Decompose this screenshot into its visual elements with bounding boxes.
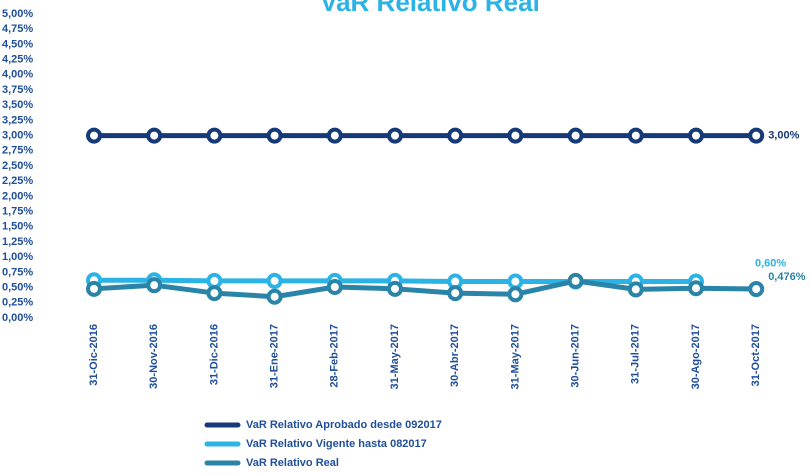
point-marker: [326, 278, 343, 295]
y-tick-label: 4,50%: [2, 38, 33, 50]
point-marker: [206, 127, 223, 144]
x-tick-label: 30-Ago-2017: [690, 324, 702, 389]
y-tick-label: 0,25%: [2, 297, 33, 309]
point-marker: [567, 272, 584, 289]
y-tick-label: 2,25%: [2, 175, 33, 187]
y-tick-label: 2,75%: [2, 145, 33, 157]
point-marker: [567, 127, 584, 144]
y-tick-label: 2,50%: [2, 160, 33, 172]
x-tick-label: 28-Feb-2017: [329, 324, 341, 388]
y-tick-label: 0,75%: [2, 266, 33, 278]
y-tick-label: 4,75%: [2, 23, 33, 35]
point-marker: [627, 127, 644, 144]
point-marker: [447, 285, 464, 302]
point-marker: [86, 280, 102, 297]
point-marker: [507, 127, 524, 144]
point-marker: [266, 272, 283, 289]
x-tick-label: 31-Jul-2017: [630, 324, 642, 384]
x-tick-label: 30-Nov-2016: [148, 324, 160, 389]
x-tick-label: 31-May-2017: [509, 324, 521, 389]
y-tick-label: 0,00%: [2, 312, 33, 324]
x-tick-label: 31-Dic-2016: [208, 324, 220, 385]
y-tick-label: 3,50%: [2, 99, 33, 111]
series-line: [93, 278, 757, 300]
point-marker: [266, 288, 283, 305]
y-tick-label: 3,00%: [2, 130, 33, 142]
point-marker: [748, 281, 765, 298]
point-marker: [86, 127, 102, 144]
y-tick-label: 4,00%: [2, 69, 33, 81]
point-marker: [146, 127, 163, 144]
point-marker: [206, 285, 223, 302]
x-tick-label: 31-May-2017: [389, 324, 401, 389]
y-tick-label: 1,00%: [2, 251, 33, 263]
legend-label: VaR Relativo Real: [246, 457, 339, 469]
data-label: 0,60%: [755, 257, 786, 269]
point-marker: [688, 280, 704, 297]
x-tick-label: 31-Oct-2017: [750, 324, 762, 386]
point-marker: [326, 127, 343, 144]
legend-label: VaR Relativo Vigente hasta 082017: [246, 438, 427, 450]
legend-label: VaR Relativo Aprobado desde 092017: [246, 419, 442, 431]
point-marker: [387, 280, 403, 297]
data-label: 3,00%: [768, 130, 799, 142]
point-marker: [748, 127, 765, 144]
y-tick-label: 3,25%: [2, 114, 33, 126]
point-marker: [627, 281, 644, 298]
x-tick-label: 30-Jun-2017: [570, 324, 582, 388]
y-tick-label: 1,50%: [2, 221, 33, 233]
point-marker: [507, 273, 524, 290]
y-tick-label: 1,25%: [2, 236, 33, 248]
x-tick-label: 30-Abr-2017: [449, 324, 461, 387]
x-tick-label: 31-Oic-2016: [88, 324, 100, 386]
y-tick-label: 3,75%: [2, 84, 33, 96]
y-tick-label: 2,00%: [2, 190, 33, 202]
point-marker: [387, 127, 403, 144]
chart-title: VaR Relativo Real: [320, 0, 540, 17]
y-tick-label: 5,00%: [2, 8, 33, 20]
y-tick-label: 0,50%: [2, 282, 33, 294]
x-tick-label: 31-Ene-2017: [269, 324, 281, 388]
point-marker: [688, 127, 704, 144]
y-tick-label: 4,25%: [2, 54, 33, 66]
point-marker: [146, 277, 163, 294]
point-marker: [266, 127, 283, 144]
data-label: 0,476%: [768, 271, 806, 283]
point-marker: [507, 286, 524, 303]
point-marker: [447, 127, 464, 144]
y-tick-label: 1,75%: [2, 206, 33, 218]
